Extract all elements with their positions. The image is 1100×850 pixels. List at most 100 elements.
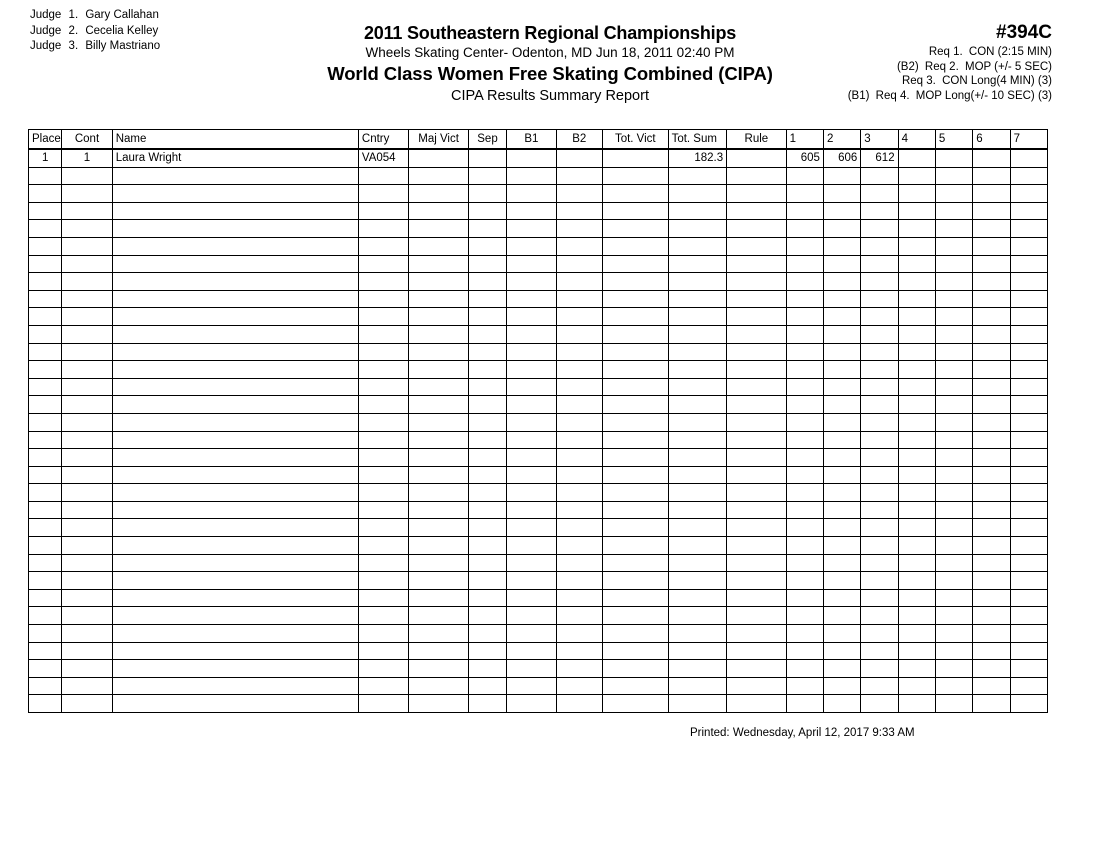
column-header-maj_vict[interactable]: Maj Vict xyxy=(408,129,469,150)
report-subtitle: CIPA Results Summary Report xyxy=(451,88,649,104)
column-header-j1[interactable]: 1 xyxy=(785,129,824,150)
cell-j6 xyxy=(972,236,1011,256)
cell-j4 xyxy=(897,465,936,485)
cell-j4 xyxy=(897,395,936,414)
table-row-empty xyxy=(27,324,1049,344)
column-header-sep[interactable]: Sep xyxy=(467,129,508,150)
cell-tot_sum xyxy=(667,518,728,538)
cell-b1 xyxy=(506,324,557,344)
column-header-j7[interactable]: 7 xyxy=(1009,129,1049,150)
cell-maj_vict xyxy=(408,465,469,485)
column-header-place[interactable]: Place xyxy=(27,129,63,150)
cell-b1 xyxy=(506,219,557,238)
cell-place xyxy=(27,694,63,713)
column-header-cntry[interactable]: Cntry xyxy=(357,129,410,150)
cell-cont xyxy=(61,236,113,256)
cell-j7 xyxy=(1009,430,1049,450)
table-row-empty xyxy=(27,236,1049,256)
cell-b2 xyxy=(555,553,604,573)
cell-rule xyxy=(726,571,787,590)
cell-j6 xyxy=(972,219,1011,238)
cell-sep xyxy=(467,676,508,696)
cell-j6 xyxy=(972,465,1011,485)
cell-j4 xyxy=(897,694,936,713)
cell-j6 xyxy=(972,307,1011,326)
cell-cont xyxy=(61,324,113,344)
cell-place xyxy=(27,236,63,256)
cell-place: 1 xyxy=(27,148,63,168)
column-header-j4[interactable]: 4 xyxy=(897,129,936,150)
judge-name: Billy Mastriano xyxy=(85,40,161,52)
cell-sep xyxy=(467,430,508,450)
cell-b1 xyxy=(506,500,557,520)
cell-place xyxy=(27,307,63,326)
cell-j1 xyxy=(785,342,824,362)
cell-b1 xyxy=(506,641,557,661)
cell-place xyxy=(27,483,63,502)
judge-number: 3. xyxy=(68,40,79,52)
cell-j7 xyxy=(1009,342,1049,362)
column-header-b1[interactable]: B1 xyxy=(506,129,557,150)
cell-sep xyxy=(467,588,508,608)
table-row[interactable]: 1 1 Laura Wright VA054 182.3 605 606 612 xyxy=(27,148,1049,168)
cell-tot_sum xyxy=(667,324,728,344)
column-header-tot_vict[interactable]: Tot. Vict xyxy=(602,129,669,150)
column-header-b2[interactable]: B2 xyxy=(555,129,604,150)
cell-sep xyxy=(467,518,508,538)
cell-j4 xyxy=(897,272,936,291)
cell-place xyxy=(27,676,63,696)
cell-cntry xyxy=(357,289,410,309)
cell-j1 xyxy=(785,483,824,502)
cell-place xyxy=(27,430,63,450)
cell-j1 xyxy=(785,465,824,485)
cell-cntry xyxy=(357,342,410,362)
cell-j1 xyxy=(785,395,824,414)
table-row-empty xyxy=(27,641,1049,661)
cell-maj_vict xyxy=(408,448,469,467)
cell-cont xyxy=(61,184,113,203)
cell-cont xyxy=(61,571,113,590)
cell-j6 xyxy=(972,659,1011,678)
cell-j5 xyxy=(934,148,974,168)
cell-rule xyxy=(726,448,787,467)
cell-place xyxy=(27,553,63,573)
cell-j6 xyxy=(972,518,1011,538)
column-header-name[interactable]: Name xyxy=(111,129,359,150)
requirement-bonus-tag: (B2) xyxy=(896,60,919,73)
cell-j1 xyxy=(785,694,824,713)
column-header-j2[interactable]: 2 xyxy=(822,129,862,150)
table-row-empty xyxy=(27,606,1049,626)
cell-b1 xyxy=(506,307,557,326)
cell-name xyxy=(111,483,359,502)
cell-sep xyxy=(467,254,508,274)
cell-j2 xyxy=(822,289,862,309)
cell-tot_sum xyxy=(667,289,728,309)
cell-name xyxy=(111,465,359,485)
column-header-j5[interactable]: 5 xyxy=(934,129,974,150)
column-header-tot_sum[interactable]: Tot. Sum xyxy=(667,129,728,150)
competition-title: 2011 Southeastern Regional Championships xyxy=(363,23,737,43)
cell-b2 xyxy=(555,412,604,432)
cell-tot_vict xyxy=(602,201,669,221)
cell-sep xyxy=(467,324,508,344)
cell-j6 xyxy=(972,483,1011,502)
column-header-j6[interactable]: 6 xyxy=(972,129,1011,150)
requirements-block: #394C Req 1. CON (2:15 MIN) (B2) Req 2. … xyxy=(848,22,1052,103)
cell-name xyxy=(111,676,359,696)
cell-cont xyxy=(61,518,113,538)
cell-tot_sum xyxy=(667,624,728,643)
cell-place xyxy=(27,641,63,661)
cell-j2 xyxy=(822,412,862,432)
cell-sep xyxy=(467,448,508,467)
column-header-j3[interactable]: 3 xyxy=(860,129,899,150)
table-row-empty xyxy=(27,536,1049,555)
cell-cont xyxy=(61,342,113,362)
cell-tot_vict xyxy=(602,536,669,555)
cell-b2 xyxy=(555,448,604,467)
column-header-cont[interactable]: Cont xyxy=(61,129,113,150)
cell-b2 xyxy=(555,588,604,608)
cell-tot_sum xyxy=(667,307,728,326)
table-row-empty xyxy=(27,289,1049,309)
cell-name xyxy=(111,536,359,555)
column-header-rule[interactable]: Rule xyxy=(726,129,787,150)
